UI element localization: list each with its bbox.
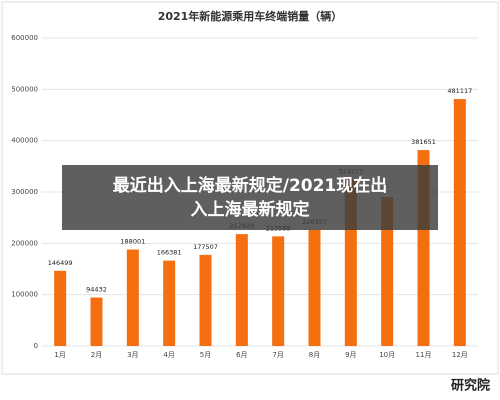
y-tick-label: 400000	[11, 137, 38, 145]
bar	[199, 254, 212, 346]
x-tick-label: 7月	[272, 351, 283, 359]
x-tick-label: 3月	[127, 351, 138, 359]
x-tick-label: 6月	[236, 351, 247, 359]
x-tick-label: 12月	[452, 351, 468, 359]
bar	[90, 297, 103, 346]
overlay-line: 最近出入上海最新规定/2021现在出	[113, 175, 388, 196]
bar	[54, 270, 67, 346]
value-label: 188001	[120, 237, 145, 245]
value-label: 481117	[447, 87, 472, 95]
overlay-banner	[62, 165, 438, 230]
value-label: 381651	[411, 138, 436, 146]
y-tick-label: 100000	[11, 291, 38, 299]
x-tick-label: 8月	[309, 351, 320, 359]
x-tick-label: 4月	[163, 351, 174, 359]
y-tick-label: 0	[34, 342, 38, 350]
bar	[308, 229, 321, 346]
x-tick-label: 10月	[379, 351, 395, 359]
bar	[235, 234, 248, 346]
y-tick-label: 500000	[11, 85, 38, 93]
chart-title: 2021年新能源乘用车终端销量（辆）	[158, 9, 343, 23]
y-tick-label: 600000	[11, 34, 38, 42]
bar	[126, 249, 139, 346]
watermark: 研究院	[451, 378, 490, 394]
overlay-line: 入上海最新规定	[191, 199, 310, 220]
value-label: 166381	[157, 249, 182, 257]
bar	[272, 236, 285, 346]
x-tick-label: 9月	[345, 351, 356, 359]
value-label: 177507	[193, 243, 218, 251]
y-tick-label: 300000	[11, 188, 38, 196]
y-tick-label: 200000	[11, 239, 38, 247]
x-tick-label: 1月	[54, 351, 65, 359]
bar	[381, 197, 394, 346]
x-tick-label: 5月	[200, 351, 211, 359]
overlay-text: 最近出入上海最新规定/2021现在出入上海最新规定	[113, 175, 388, 220]
x-tick-label: 2月	[91, 351, 102, 359]
bar	[453, 99, 466, 346]
x-tick-label: 11月	[416, 351, 432, 359]
value-label: 146499	[48, 259, 73, 267]
value-label: 94432	[86, 286, 107, 294]
bar	[163, 260, 176, 346]
